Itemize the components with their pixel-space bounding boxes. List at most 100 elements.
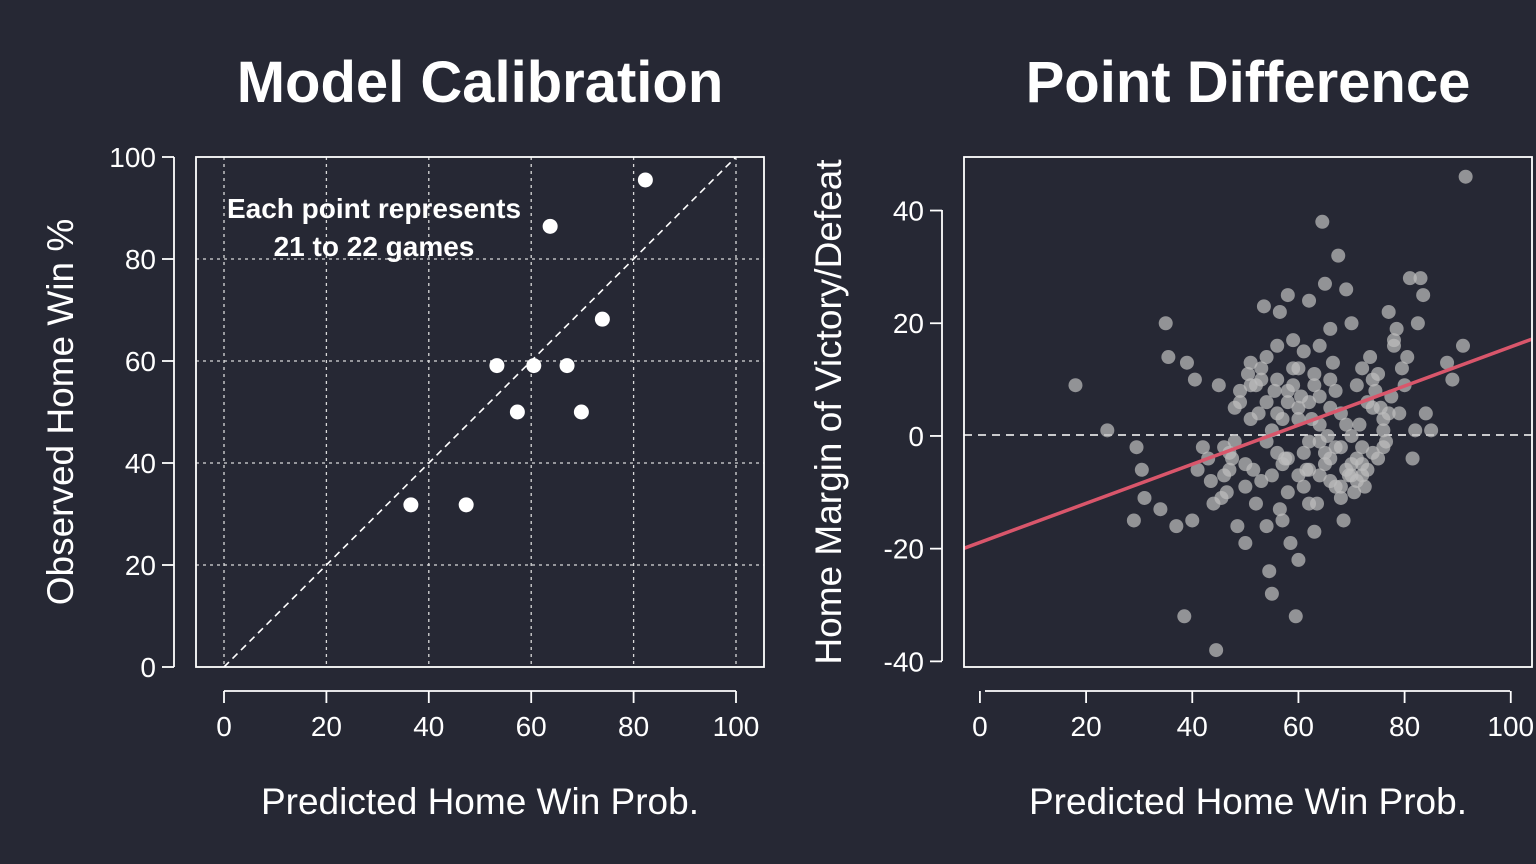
margin-point: [1333, 490, 1348, 505]
calibration-x-ticks: 0 20 40 60 80 100: [216, 691, 759, 742]
calibration-y-ticks: 0 20 40 60 80 100: [109, 142, 174, 683]
margin-point: [1225, 451, 1240, 466]
margin-point: [1376, 440, 1391, 455]
margin-point: [1339, 282, 1354, 297]
margin-point: [1376, 423, 1391, 438]
margin-point: [1248, 496, 1263, 511]
calibration-diagonal: [223, 156, 737, 668]
margin-point: [1280, 383, 1295, 398]
calibration-points: [403, 172, 653, 513]
margin-point: [1267, 383, 1282, 398]
margin-point: [1230, 519, 1245, 534]
margin-point: [1227, 434, 1242, 449]
calibration-point: [542, 218, 558, 234]
margin-point: [1272, 304, 1287, 319]
point-difference-y-tick-label: -20: [884, 534, 924, 565]
calibration-y-tick-label: 40: [125, 448, 156, 479]
point-difference-x-tick-label: 0: [972, 711, 988, 742]
point-difference-y-tick-label: 0: [908, 421, 924, 452]
point-difference-x-tick-label: 100: [1487, 711, 1534, 742]
calibration-point: [573, 404, 589, 420]
margin-point: [1243, 378, 1258, 393]
margin-point: [1381, 406, 1396, 421]
margin-point: [1333, 479, 1348, 494]
margin-point: [1323, 321, 1338, 336]
margin-point: [1211, 378, 1226, 393]
margin-point: [1336, 513, 1351, 528]
margin-point: [1280, 451, 1295, 466]
point-difference-y-tick-label: 20: [893, 308, 924, 339]
margin-point: [1347, 485, 1362, 500]
margin-point: [1068, 378, 1083, 393]
point-difference-panel: Point Difference 0 20 40 60 80 100 -40 -20 0 20 4…: [808, 50, 1534, 822]
margin-point: [1259, 519, 1274, 534]
margin-point: [1286, 333, 1301, 348]
point-difference-title: Point Difference: [1026, 50, 1471, 115]
point-difference-x-tick-label: 20: [1071, 711, 1102, 742]
margin-point: [1307, 378, 1322, 393]
margin-point: [1134, 462, 1149, 477]
calibration-plot-box: [195, 156, 765, 668]
calibration-point: [594, 311, 610, 327]
margin-point: [1169, 519, 1184, 534]
calibration-annotation-line1: Each point represents: [227, 193, 521, 224]
margin-point: [1302, 293, 1317, 308]
margin-point: [1455, 338, 1470, 353]
margin-point: [1238, 479, 1253, 494]
margin-point: [1410, 316, 1425, 331]
margin-point: [1349, 378, 1364, 393]
margin-point: [1241, 366, 1255, 381]
margin-point: [1275, 513, 1290, 528]
margin-point: [1405, 451, 1420, 466]
margin-point: [1219, 485, 1234, 500]
margin-point: [1302, 434, 1317, 449]
margin-point: [1312, 468, 1327, 483]
margin-point: [1222, 462, 1237, 477]
margin-point: [1386, 333, 1401, 348]
margin-point: [1126, 513, 1141, 528]
margin-point: [1195, 440, 1210, 455]
margin-point: [1307, 524, 1322, 539]
calibration-x-tick-label: 20: [311, 711, 342, 742]
calibration-y-tick-label: 0: [140, 652, 156, 683]
margin-point: [1259, 395, 1274, 410]
margin-point: [1209, 643, 1224, 658]
margin-point: [1158, 316, 1173, 331]
calibration-point: [489, 358, 505, 374]
point-difference-x-ticks: 0 20 40 60 80 100: [972, 691, 1534, 742]
point-difference-y-tick-label: 40: [893, 196, 924, 227]
margin-point: [1283, 536, 1298, 551]
margin-point: [1381, 304, 1396, 319]
margin-point: [1344, 316, 1359, 331]
margin-point: [1270, 372, 1285, 387]
point-difference-x-tick-label: 40: [1177, 711, 1208, 742]
calibration-grid: [196, 157, 764, 667]
margin-point: [1312, 338, 1327, 353]
margin-point: [1296, 344, 1311, 359]
margin-point: [1238, 536, 1253, 551]
margin-point: [1440, 355, 1455, 370]
margin-point: [1238, 457, 1253, 472]
margin-point: [1413, 271, 1428, 286]
margin-point: [1187, 372, 1202, 387]
calibration-y-tick-label: 100: [109, 142, 156, 173]
margin-point: [1233, 395, 1248, 410]
margin-point: [1280, 485, 1295, 500]
point-difference-x-label: Predicted Home Win Prob.: [1029, 781, 1467, 822]
margin-point: [1270, 445, 1285, 460]
margin-point: [1302, 496, 1317, 511]
point-difference-x-tick-label: 60: [1283, 711, 1314, 742]
margin-point: [1291, 468, 1306, 483]
margin-point: [1325, 355, 1340, 370]
calibration-point: [637, 172, 653, 188]
calibration-x-tick-label: 100: [713, 711, 760, 742]
margin-fit-line: [963, 337, 1533, 550]
margin-point: [1161, 350, 1176, 365]
margin-point: [1270, 406, 1285, 421]
margin-point: [1363, 350, 1378, 365]
calibration-x-tick-label: 80: [618, 711, 649, 742]
calibration-x-tick-label: 0: [216, 711, 232, 742]
margin-point: [1302, 395, 1317, 410]
margin-point: [1355, 440, 1370, 455]
margin-point: [1408, 423, 1423, 438]
